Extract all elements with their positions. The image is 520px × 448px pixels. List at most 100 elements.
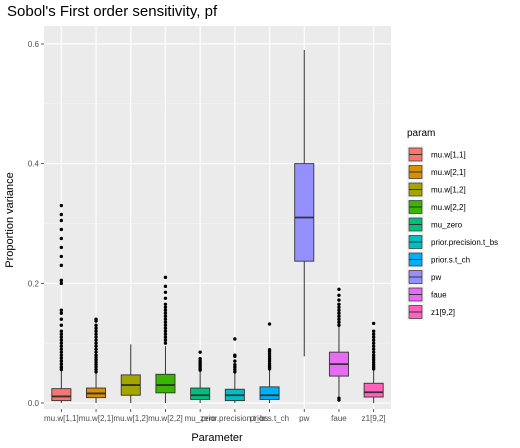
- outlier-point: [337, 298, 341, 302]
- outlier-point: [59, 311, 64, 315]
- outlier-point: [94, 367, 98, 372]
- boxplot-6: [259, 322, 280, 404]
- box: [259, 386, 280, 400]
- outlier-point: [59, 323, 64, 327]
- outlier-point: [233, 359, 237, 363]
- outlier-point: [371, 335, 376, 339]
- outlier-point: [371, 360, 376, 365]
- legend-item: prior.s.t_ch: [407, 251, 470, 268]
- outlier-point: [59, 362, 64, 366]
- outlier-point: [371, 355, 376, 360]
- legend-item: faue: [407, 286, 447, 303]
- box: [155, 373, 176, 394]
- outlier-point: [59, 308, 64, 312]
- outlier-point: [267, 354, 272, 359]
- outlier-point: [371, 350, 376, 354]
- outlier-point: [233, 353, 237, 357]
- outlier-point: [163, 305, 168, 309]
- outlier-point: [371, 338, 376, 342]
- outlier-point: [163, 311, 168, 315]
- outlier-point: [163, 326, 168, 330]
- outlier-point: [163, 275, 168, 280]
- outlier-point: [267, 361, 272, 366]
- outlier-point: [163, 284, 168, 289]
- box: [294, 163, 315, 262]
- outlier-point: [59, 344, 64, 348]
- outlier-point: [59, 353, 64, 357]
- y-tick-label: 0.2: [28, 279, 40, 288]
- outlier-point: [337, 311, 341, 315]
- x-tick-label: prior.precision.t_bs: [201, 414, 268, 423]
- chart-title: Sobol's First order sensitivity, pf: [7, 3, 218, 20]
- box-plots: [51, 49, 384, 404]
- outlier-point: [94, 329, 98, 333]
- outlier-point: [94, 353, 98, 357]
- outlier-point: [198, 359, 202, 363]
- y-tick-label: 0.6: [28, 40, 40, 49]
- outlier-point: [267, 352, 272, 356]
- outlier-point: [59, 332, 64, 336]
- boxplot-5: [224, 337, 245, 404]
- outlier-point: [163, 296, 168, 300]
- outlier-point: [59, 338, 64, 342]
- outlier-point: [94, 360, 98, 365]
- outlier-point: [267, 359, 272, 363]
- outlier-point: [163, 302, 168, 306]
- boxplot-0: [51, 203, 72, 404]
- y-axis-title: Proportion variance: [4, 172, 16, 267]
- outlier-point: [59, 367, 64, 372]
- outlier-point: [371, 344, 376, 348]
- outlier-point: [267, 357, 272, 361]
- outlier-point: [337, 302, 341, 306]
- outlier-point: [94, 335, 98, 339]
- outlier-point: [59, 203, 64, 208]
- outlier-point: [163, 320, 168, 324]
- legend-item: mu_zero: [407, 216, 463, 233]
- legend-item: z1[9,2]: [407, 303, 455, 321]
- outlier-point: [337, 317, 341, 321]
- boxplot-9: [363, 321, 384, 404]
- outlier-point: [337, 320, 341, 324]
- outlier-point: [59, 347, 64, 351]
- outlier-point: [337, 305, 341, 309]
- outlier-point: [233, 365, 237, 369]
- outlier-point: [94, 341, 98, 345]
- x-tick-label: faue: [331, 414, 347, 423]
- legend-item: mu.w[2,2]: [407, 198, 466, 216]
- outlier-point: [371, 365, 376, 369]
- outlier-point: [94, 338, 98, 342]
- outlier-point: [163, 290, 168, 295]
- outlier-point: [163, 338, 168, 342]
- outlier-point: [267, 348, 272, 352]
- x-tick-label: pw: [299, 414, 309, 423]
- outlier-point: [94, 317, 98, 321]
- outlier-point: [371, 321, 376, 326]
- outlier-point: [163, 335, 168, 339]
- outlier-point: [94, 358, 98, 362]
- outlier-point: [371, 332, 376, 336]
- y-tick-label: 0.0: [28, 399, 40, 408]
- outlier-point: [94, 344, 98, 348]
- legend-label: faue: [431, 291, 447, 300]
- legend: param mu.w[1,1] mu.w[2,1] mu.w[1,2] mu.w[2,…: [407, 128, 498, 321]
- outlier-point: [59, 341, 64, 345]
- legend-label: pw: [431, 273, 441, 282]
- outlier-point: [233, 337, 237, 341]
- x-tick-label: mu.w[1,2]: [113, 414, 148, 423]
- outlier-point: [337, 314, 341, 318]
- outlier-point: [233, 367, 237, 372]
- x-axis: mu.w[1,1] mu.w[2,1] mu.w[1,2] mu.w[2,2] mu_z…: [44, 409, 386, 423]
- outlier-point: [94, 326, 98, 330]
- outlier-point: [337, 287, 341, 292]
- outlier-point: [94, 370, 98, 374]
- outlier-point: [59, 236, 64, 241]
- outlier-point: [233, 363, 237, 367]
- x-tick-label: z1[9,2]: [362, 414, 386, 423]
- outlier-point: [371, 358, 376, 362]
- outlier-point: [59, 281, 64, 286]
- outlier-point: [59, 335, 64, 339]
- outlier-point: [267, 322, 272, 326]
- box: [51, 388, 72, 402]
- outlier-point: [59, 329, 64, 333]
- outlier-point: [198, 357, 202, 361]
